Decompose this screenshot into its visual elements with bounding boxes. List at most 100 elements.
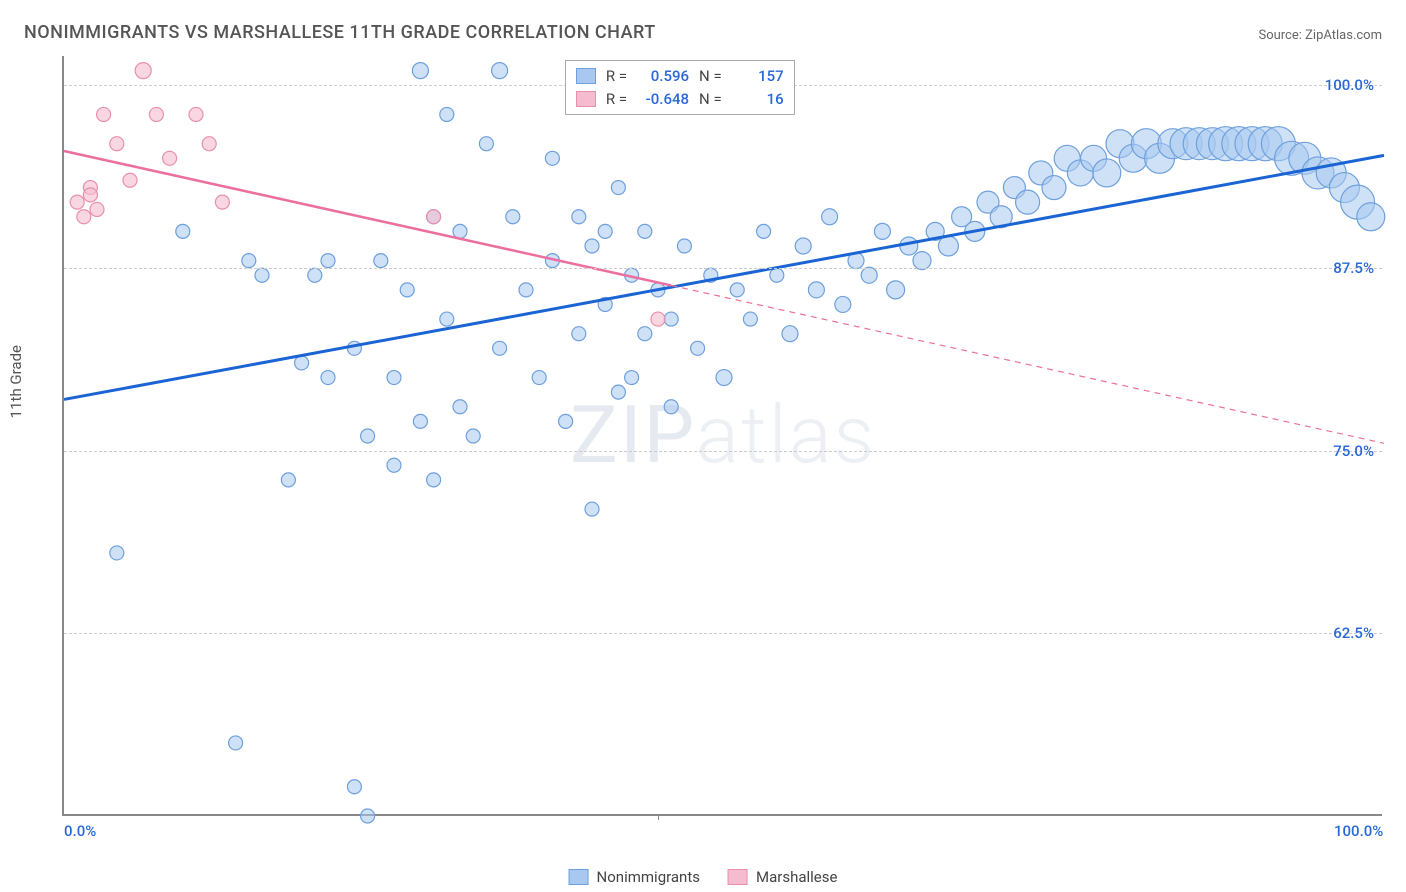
scatter-point <box>611 181 625 195</box>
scatter-point <box>492 63 508 79</box>
scatter-point <box>532 371 546 385</box>
scatter-point <box>321 371 335 385</box>
chart-container: NONIMMIGRANTS VS MARSHALLESE 11TH GRADE … <box>0 0 1406 892</box>
y-tick-label: 62.5% <box>1333 624 1374 642</box>
scatter-point <box>281 473 295 487</box>
stats-row: R = 0.596 N = 157 <box>576 65 784 88</box>
x-tick-mark <box>658 814 659 820</box>
scatter-point <box>413 414 427 428</box>
scatter-point <box>229 736 243 750</box>
scatter-point <box>440 107 454 121</box>
scatter-point <box>585 239 599 253</box>
scatter-point <box>361 809 375 823</box>
scatter-point <box>400 283 414 297</box>
scatter-point <box>1093 159 1121 187</box>
scatter-point <box>651 312 665 326</box>
scatter-point <box>913 252 931 270</box>
plot-area: ZIPatlas 62.5%75.0%87.5%100.0%0.0%100.0%… <box>62 56 1382 816</box>
legend-swatch <box>728 869 748 885</box>
y-tick-label: 100.0% <box>1325 76 1374 94</box>
scatter-point <box>638 224 652 238</box>
scatter-point <box>215 195 229 209</box>
stat-value: 16 <box>732 88 784 111</box>
y-tick-label: 87.5% <box>1333 259 1374 277</box>
gridline-h <box>64 633 1382 634</box>
scatter-point <box>347 780 361 794</box>
scatter-point <box>387 458 401 472</box>
scatter-point <box>822 209 838 225</box>
scatter-point <box>295 356 309 370</box>
legend-label: Marshallese <box>756 868 837 886</box>
stat-label: N = <box>699 88 722 111</box>
scatter-point <box>453 400 467 414</box>
scatter-point <box>782 326 798 342</box>
scatter-point <box>412 63 428 79</box>
stat-label: R = <box>606 65 627 88</box>
scatter-point <box>387 371 401 385</box>
scatter-point <box>77 210 91 224</box>
scatter-point <box>1042 176 1066 200</box>
scatter-point <box>664 312 678 326</box>
scatter-point <box>308 268 322 282</box>
y-axis-label: 11th Grade <box>7 345 25 418</box>
scatter-point <box>110 137 124 151</box>
scatter-point <box>135 63 151 79</box>
plot-svg <box>64 56 1382 814</box>
legend-swatch <box>576 91 596 107</box>
scatter-point <box>321 254 335 268</box>
scatter-point <box>795 238 811 254</box>
scatter-point <box>123 173 137 187</box>
scatter-point <box>242 254 256 268</box>
scatter-point <box>743 312 757 326</box>
scatter-point <box>440 312 454 326</box>
stats-box: R = 0.596 N = 157R = -0.648 N = 16 <box>565 60 795 115</box>
scatter-point <box>808 282 824 298</box>
scatter-point <box>625 371 639 385</box>
scatter-point <box>479 137 493 151</box>
legend-swatch <box>576 68 596 84</box>
gridline-h <box>64 268 1382 269</box>
scatter-point <box>874 223 890 239</box>
scatter-point <box>598 224 612 238</box>
scatter-point <box>691 341 705 355</box>
scatter-point <box>83 188 97 202</box>
chart-title: NONIMMIGRANTS VS MARSHALLESE 11TH GRADE … <box>24 22 656 43</box>
scatter-point <box>716 370 732 386</box>
scatter-point <box>361 429 375 443</box>
scatter-point <box>453 224 467 238</box>
scatter-point <box>677 239 691 253</box>
scatter-point <box>938 236 958 256</box>
scatter-point <box>466 429 480 443</box>
scatter-point <box>572 327 586 341</box>
scatter-point <box>664 400 678 414</box>
scatter-point <box>189 107 203 121</box>
scatter-point <box>97 107 111 121</box>
scatter-point <box>202 137 216 151</box>
stat-value: 157 <box>732 65 784 88</box>
scatter-point <box>427 473 441 487</box>
scatter-point <box>559 414 573 428</box>
legend-item: Marshallese <box>728 868 837 886</box>
stat-value: -0.648 <box>637 88 689 111</box>
x-tick-label: 100.0% <box>1334 822 1383 840</box>
x-tick-label: 0.0% <box>64 822 96 840</box>
legend-swatch <box>569 869 589 885</box>
scatter-point <box>545 151 559 165</box>
scatter-point <box>887 281 905 299</box>
scatter-point <box>757 224 771 238</box>
scatter-point <box>493 341 507 355</box>
scatter-point <box>1357 203 1385 231</box>
gridline-h <box>64 451 1382 452</box>
legend-label: Nonimmigrants <box>597 868 700 886</box>
scatter-point <box>110 546 124 560</box>
legend-item: Nonimmigrants <box>569 868 700 886</box>
stat-value: 0.596 <box>637 65 689 88</box>
scatter-point <box>900 237 918 255</box>
scatter-point <box>611 385 625 399</box>
stat-label: N = <box>699 65 722 88</box>
scatter-point <box>374 254 388 268</box>
scatter-point <box>163 151 177 165</box>
scatter-point <box>255 268 269 282</box>
scatter-point <box>176 224 190 238</box>
scatter-point <box>90 202 104 216</box>
